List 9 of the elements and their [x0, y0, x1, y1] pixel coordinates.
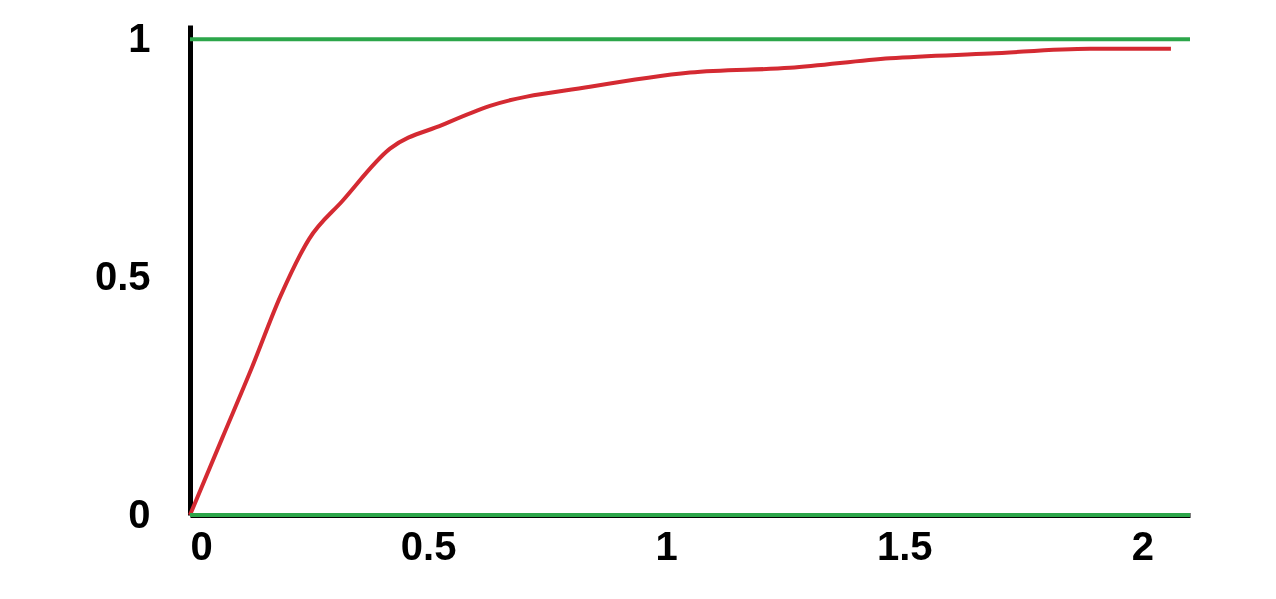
- y-tick-label: 0.5: [94, 253, 151, 298]
- x-tick-label: 2: [1131, 523, 1155, 568]
- x-tick-label: 0: [190, 523, 213, 568]
- y-tick-label: 0: [128, 491, 151, 536]
- x-tick-label: 0.5: [400, 523, 457, 568]
- line-series: [188, 46, 1173, 517]
- y-tick-label: 1: [128, 15, 151, 60]
- x-tick-label: 1: [655, 523, 678, 568]
- x-tick-label: 1.5: [876, 523, 933, 568]
